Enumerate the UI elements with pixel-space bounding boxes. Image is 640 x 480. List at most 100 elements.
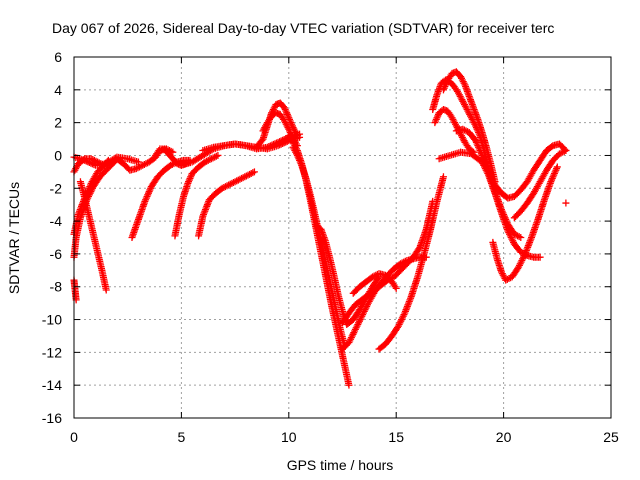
data-point (384, 276, 392, 284)
data-point (485, 170, 493, 178)
data-point (204, 156, 212, 164)
data-point (507, 234, 515, 241)
data-point (274, 142, 282, 150)
data-point (515, 263, 523, 271)
data-point (279, 139, 287, 147)
data-point (349, 330, 357, 338)
data-point (548, 174, 556, 182)
series-track-31 (562, 199, 570, 207)
data-point (399, 312, 407, 320)
data-point (228, 179, 236, 187)
data-point (460, 126, 468, 134)
data-point (488, 174, 496, 182)
y-tick-label: 6 (54, 49, 62, 65)
data-point (146, 186, 154, 194)
data-point (293, 150, 301, 158)
data-point (134, 164, 142, 172)
data-point (481, 163, 489, 171)
data-point (296, 156, 304, 164)
data-point (351, 327, 359, 335)
series-track-5 (76, 178, 110, 294)
data-point (139, 161, 147, 169)
data-point (241, 173, 249, 181)
data-point (212, 152, 220, 160)
data-point (280, 139, 288, 147)
data-point (392, 284, 400, 292)
data-point (480, 161, 488, 169)
x-axis-label: GPS time / hours (287, 457, 394, 473)
data-point (431, 119, 439, 127)
data-point (285, 114, 293, 122)
data-point (229, 179, 237, 187)
series-track-6 (70, 153, 142, 169)
series-track-21 (339, 197, 437, 327)
data-point (81, 156, 89, 164)
y-tick-label: -14 (42, 377, 62, 393)
data-point (85, 158, 93, 166)
data-point (247, 170, 255, 178)
data-point (102, 286, 110, 294)
data-point (143, 192, 151, 200)
data-point (137, 162, 145, 170)
data-point (281, 104, 289, 112)
data-point (475, 143, 483, 151)
data-point (459, 125, 467, 133)
data-point (345, 339, 353, 347)
data-point (504, 227, 512, 235)
series-track-19 (339, 253, 430, 353)
data-point (258, 136, 266, 144)
data-point (296, 158, 304, 166)
data-point (86, 183, 94, 191)
data-point (477, 148, 485, 156)
x-tick-label: 25 (603, 429, 619, 445)
data-point (141, 197, 149, 205)
data-point (462, 127, 470, 135)
data-point (187, 173, 195, 181)
data-point (225, 181, 233, 189)
x-tick-label: 20 (496, 429, 512, 445)
data-point (354, 320, 362, 328)
series-track-11 (195, 168, 258, 240)
data-point (347, 335, 355, 343)
data-point (551, 168, 559, 176)
data-point (186, 174, 194, 182)
data-point (281, 106, 289, 114)
data-point (552, 166, 560, 174)
series-track-4 (70, 276, 80, 304)
series-track-29 (485, 140, 570, 202)
data-point (395, 320, 403, 328)
y-tick-label: -6 (50, 246, 63, 262)
series-track-17 (289, 143, 349, 350)
data-point (518, 256, 526, 264)
data-point (562, 147, 570, 155)
data-point (356, 316, 364, 324)
data-point (132, 165, 140, 173)
data-point (557, 149, 565, 157)
data-point (502, 276, 510, 284)
data-point (515, 233, 523, 241)
data-point (394, 322, 402, 330)
data-point (283, 110, 291, 118)
data-point (512, 231, 520, 239)
data-point (84, 186, 92, 194)
data-point (86, 181, 94, 189)
data-point (355, 319, 363, 327)
data-point (555, 150, 563, 158)
data-point (548, 176, 556, 184)
data-points (70, 68, 570, 389)
series-track-7 (128, 156, 194, 241)
data-point (220, 183, 228, 191)
data-point (547, 178, 555, 186)
data-point (242, 172, 250, 180)
data-point (352, 324, 360, 332)
data-point (415, 245, 423, 253)
data-point (284, 124, 292, 132)
data-point (400, 311, 408, 319)
data-point (439, 86, 447, 94)
y-axis-label: SDTVAR / TECUs (6, 182, 22, 294)
data-point (236, 175, 244, 183)
data-point (519, 253, 527, 261)
data-point (550, 170, 558, 178)
x-tick-label: 15 (388, 429, 404, 445)
data-point (282, 138, 290, 146)
